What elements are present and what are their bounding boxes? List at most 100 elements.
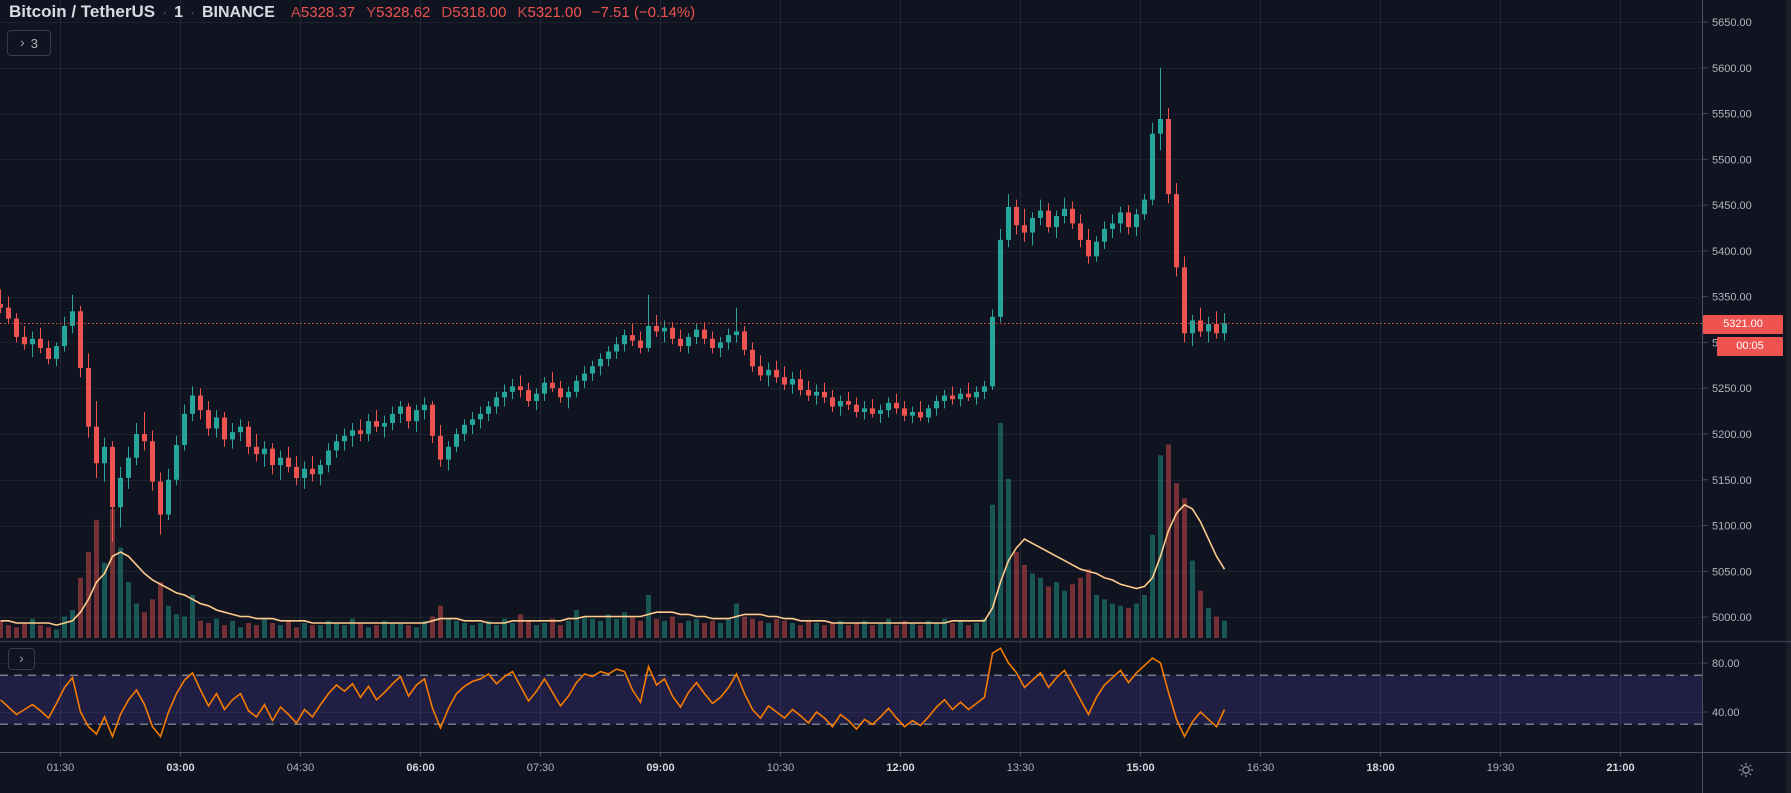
candle-body [190,395,195,414]
candle-body [286,457,291,467]
price-axis[interactable] [1702,0,1791,752]
volume-bar [134,603,139,638]
candle-body [358,430,363,434]
candle-body [1150,133,1155,200]
volume-bar [718,622,723,638]
volume-bar [1214,616,1219,638]
volume-bar [1006,478,1011,638]
volume-bar [326,620,331,638]
ohlc-item: D5318.00 [441,4,507,21]
candle-body [534,393,539,402]
time-axis[interactable] [0,752,1702,793]
candle-body [654,325,659,332]
time-axis-label: 16:30 [1247,762,1275,774]
volume-bar [94,519,99,638]
volume-bar [582,616,587,638]
candle-body [1174,194,1179,268]
candle-body [550,382,555,389]
candle-body [614,344,619,352]
volume-bar [702,622,707,638]
volume-bar [1030,573,1035,638]
candle-body [62,325,67,347]
candle-body [518,386,523,391]
volume-bar [142,612,147,638]
volume-bar [830,622,835,638]
volume-bar [438,605,443,638]
candle-body [606,351,611,359]
volume-bar [686,620,691,638]
symbol-title[interactable]: Bitcoin / TetherUS [9,2,156,21]
volume-bar [206,622,211,638]
candle-body [262,448,267,455]
volume-bar [54,629,59,638]
volume-bar [1166,444,1171,638]
indicator-axis-label: 40.00 [1712,707,1740,719]
time-axis-label: 06:00 [406,762,434,774]
candle-body [902,408,907,416]
volume-bar [270,622,275,638]
candle-body [422,404,427,411]
chart-scrollbar[interactable] [1786,0,1791,793]
volume-bar [862,620,867,638]
volume-bar [742,616,747,638]
candle-body [414,410,419,422]
candle-body [774,369,779,378]
interval-label[interactable]: 1 [174,4,183,21]
volume-bar [222,625,227,638]
volume-bar [950,622,955,638]
volume-bar [942,618,947,638]
time-axis-label: 03:00 [166,762,194,774]
indicator-collapse-button[interactable]: › [8,648,35,670]
ohlc-values: A5328.37 Y5328.62 D5318.00 K5321.00 [291,4,582,21]
volume-bar [446,618,451,638]
time-axis-label: 10:30 [767,762,795,774]
candle-body [382,422,387,427]
candle-body [942,395,947,402]
volume-bar [806,620,811,638]
volume-bar [750,618,755,638]
volume-bar [62,616,67,638]
price-axis-label: 5600.00 [1712,63,1752,75]
exchange-label[interactable]: BINANCE [202,4,275,21]
volume-bar [822,625,827,638]
volume-bar [150,599,155,638]
volume-bar [126,582,131,638]
volume-bar [630,616,635,638]
volume-bar [590,618,595,638]
time-axis-label: 01:30 [47,762,75,774]
volume-bar [1102,599,1107,638]
candle-body [46,347,51,359]
candle-body [342,435,347,442]
volume-bar [918,625,923,638]
candle-body [846,401,851,405]
price-axis-label: 5350.00 [1712,292,1752,304]
volume-bar [1046,586,1051,638]
candle-body [678,338,683,347]
volume-bar [662,620,667,638]
candle-body [1126,212,1131,228]
candle-body [78,311,83,369]
candle-body [198,395,203,411]
candle-body [1182,267,1187,334]
volume-bar [118,547,123,638]
candle-body [838,401,843,407]
candle-body [126,457,131,478]
volume-bar [318,625,323,638]
candle-body [742,331,747,350]
volume-bar [6,625,11,638]
object-tree-toggle-button[interactable]: › 3 [7,30,51,56]
volume-bar [1086,569,1091,638]
candle-body [158,481,163,515]
candle-body [302,468,307,478]
volume-bar [1062,590,1067,638]
ohlc-item: Y5328.62 [366,4,431,21]
volume-bar [374,625,379,638]
price-axis-label: 5400.00 [1712,246,1752,258]
gear-icon[interactable] [1738,762,1754,778]
bar-countdown-label: 00:05 [1717,337,1783,356]
volume-bar [86,552,91,638]
volume-bar [334,622,339,638]
candle-body [862,408,867,413]
candle-body [502,391,507,398]
